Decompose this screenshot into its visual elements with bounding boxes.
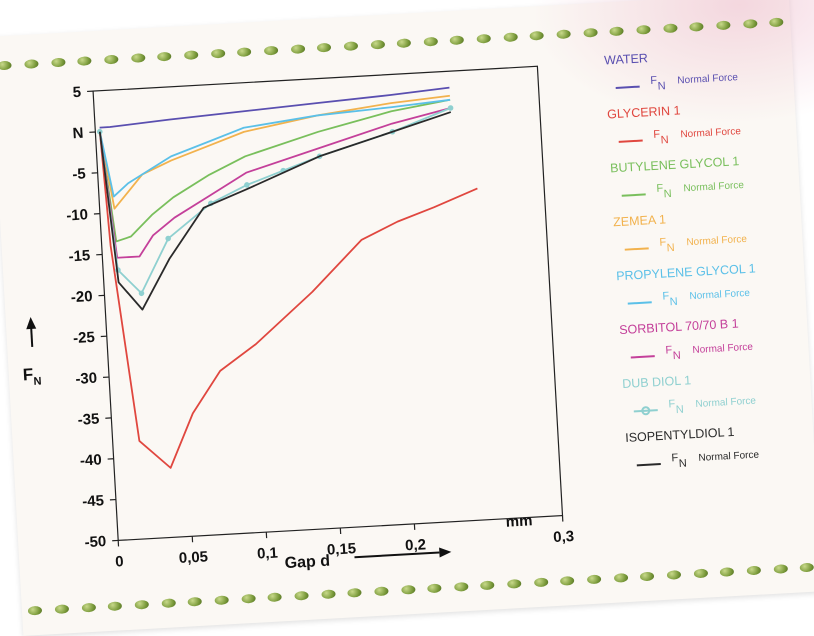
y-tick-label: 5 xyxy=(72,84,81,101)
x-tick-label: 0,05 xyxy=(178,548,208,567)
y-tick-label: -30 xyxy=(75,370,98,388)
plot-frame xyxy=(93,66,562,540)
y-tick-label: -25 xyxy=(73,329,96,347)
x-axis-unit: mm xyxy=(505,512,533,530)
series-line-7 xyxy=(100,112,461,311)
legend-entry-name: BUTYLENE GLYCOL 1 xyxy=(610,154,740,175)
y-axis-ticks: 5 N -5 -10 -15 -20 -25 -30 -35 -40 -45 -50 xyxy=(59,83,119,551)
x-tick-label: 0,2 xyxy=(405,536,427,554)
legend-swatch xyxy=(631,356,655,357)
legend-entry-desc: Normal Force xyxy=(683,180,745,194)
x-axis-arrowhead xyxy=(439,547,452,558)
series-line-6 xyxy=(100,108,460,295)
legend-entry-name: GLYCERIN 1 xyxy=(607,103,681,121)
legend-swatch xyxy=(634,410,658,411)
legend-entry-name: DUB DIOL 1 xyxy=(622,373,692,391)
x-tick-label: 0 xyxy=(115,553,124,570)
y-tick-label: -35 xyxy=(77,411,100,429)
legend-entry-desc: Normal Force xyxy=(677,72,739,86)
legend-entry-name: ISOPENTYLDIOL 1 xyxy=(625,425,735,445)
legend-swatch xyxy=(637,464,661,465)
y-tick-label: N xyxy=(72,125,84,143)
x-tick-label: 0,3 xyxy=(553,528,575,546)
legend-swatch xyxy=(616,87,640,88)
legend-entry-name: PROPYLENE GLYCOL 1 xyxy=(616,261,756,283)
x-tick-label: 0,15 xyxy=(326,540,356,559)
series-point-6 xyxy=(448,105,454,111)
series-line-4 xyxy=(99,100,454,197)
y-tick-label: -10 xyxy=(66,206,89,224)
series-line-5 xyxy=(100,108,458,258)
y-axis-label: F xyxy=(22,365,33,385)
legend-entry-subscript: N xyxy=(657,80,666,92)
legend-swatch xyxy=(625,248,649,249)
legend-entry-subscript: N xyxy=(672,350,681,362)
legend-swatch xyxy=(628,302,652,303)
legend-entry-name: WATER xyxy=(604,51,648,67)
legend-entry-subscript: N xyxy=(666,242,675,254)
legend-entry-name: ZEMEA 1 xyxy=(613,212,667,229)
legend-entry-desc: Normal Force xyxy=(680,126,742,140)
legend-entry-desc: Normal Force xyxy=(686,234,748,248)
legend-entry-subscript: N xyxy=(675,404,684,416)
legend-swatch xyxy=(622,194,646,195)
legend-swatch xyxy=(619,141,643,142)
y-tick-label: -45 xyxy=(82,492,105,510)
series-layer xyxy=(96,86,492,471)
legend-entry-desc: Normal Force xyxy=(689,288,751,302)
svg-text:FN: FN xyxy=(22,364,42,388)
legend-entry-desc: Normal Force xyxy=(692,342,754,356)
y-axis-label-sub: N xyxy=(33,375,42,387)
x-axis-label: Gap d xyxy=(284,553,330,573)
y-tick-label: -50 xyxy=(84,533,107,551)
legend-entry-subscript: N xyxy=(669,296,678,308)
legend-entry-desc: Normal Force xyxy=(698,449,760,463)
x-tick-label: 0,1 xyxy=(257,545,279,563)
y-tick-label: -5 xyxy=(72,165,86,183)
legend-entry-subscript: N xyxy=(678,458,687,470)
legend-entry-name: SORBITOL 70/70 B 1 xyxy=(619,316,739,337)
y-tick-label: -15 xyxy=(68,247,91,265)
series-line-3 xyxy=(99,96,455,210)
legend-entry-desc: Normal Force xyxy=(695,396,757,410)
x-axis-arrow xyxy=(354,553,439,558)
y-axis-arrow xyxy=(31,327,32,347)
legend-entry-subscript: N xyxy=(663,188,672,200)
legend-entry-subscript: N xyxy=(660,134,669,146)
y-axis-arrowhead xyxy=(26,317,37,330)
y-tick-label: -40 xyxy=(80,451,103,469)
y-tick-label: -20 xyxy=(70,288,93,306)
